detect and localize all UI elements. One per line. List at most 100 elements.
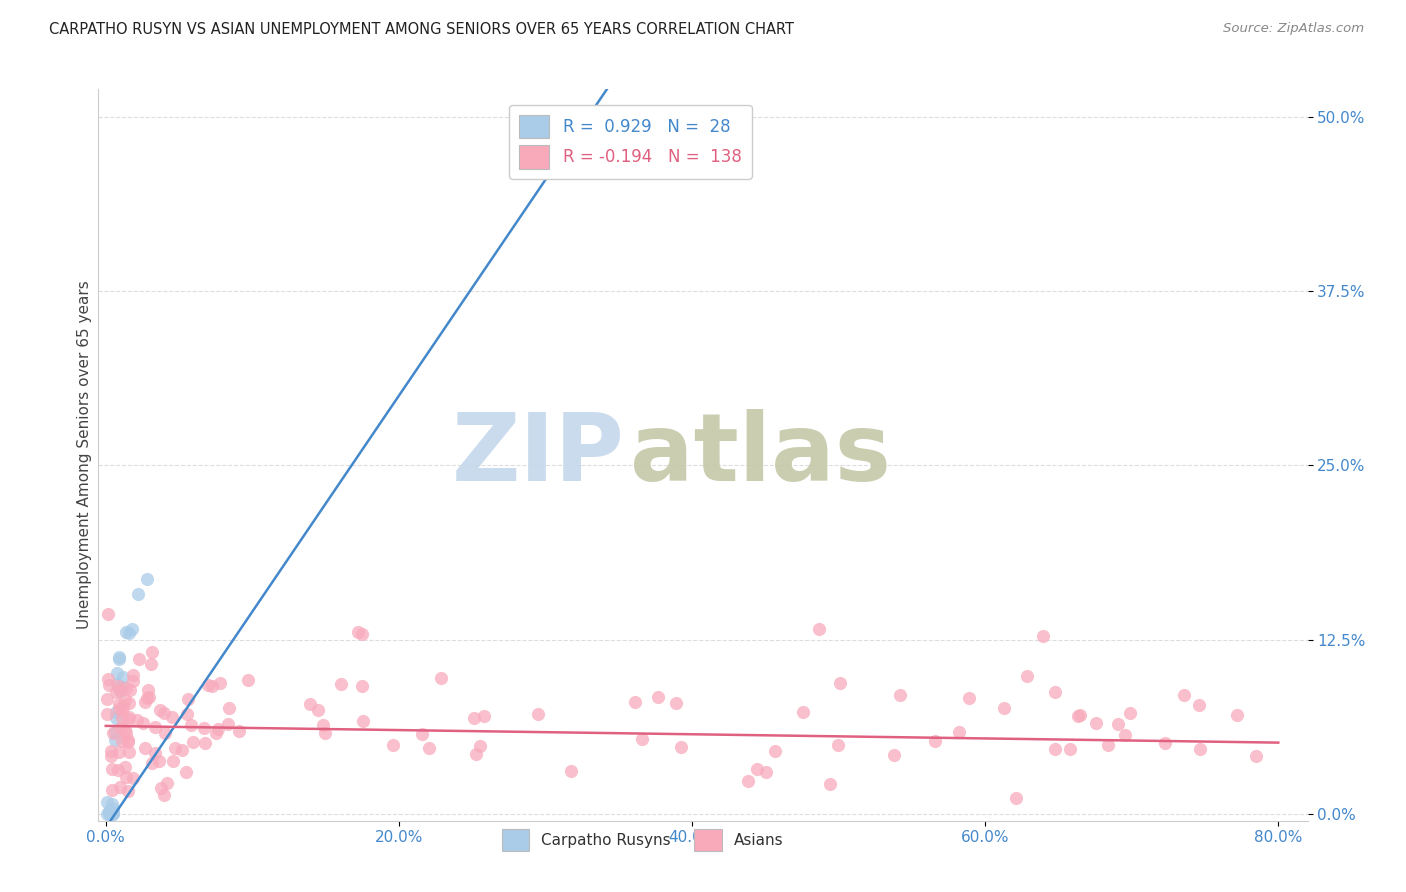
Point bbox=[122, 771, 145, 785]
Point bbox=[465, 747, 488, 761]
Point bbox=[105, 706, 128, 720]
Point bbox=[101, 803, 124, 817]
Point bbox=[647, 690, 669, 704]
Point bbox=[808, 623, 831, 637]
Point bbox=[100, 744, 122, 758]
Point bbox=[176, 706, 198, 721]
Point bbox=[117, 735, 139, 749]
Point bbox=[98, 805, 121, 820]
Point bbox=[792, 706, 814, 720]
Point bbox=[114, 723, 136, 738]
Point bbox=[136, 682, 159, 697]
Point bbox=[134, 694, 156, 708]
Point bbox=[737, 774, 759, 789]
Point bbox=[134, 741, 156, 756]
Point bbox=[236, 673, 259, 688]
Point bbox=[194, 735, 217, 749]
Point bbox=[197, 678, 219, 692]
Point bbox=[624, 695, 647, 709]
Y-axis label: Unemployment Among Seniors over 65 years: Unemployment Among Seniors over 65 years bbox=[77, 281, 91, 629]
Point bbox=[201, 679, 224, 693]
Point bbox=[827, 738, 849, 752]
Point bbox=[107, 677, 129, 691]
Point bbox=[108, 697, 131, 711]
Point bbox=[115, 681, 138, 695]
Point bbox=[1097, 738, 1119, 752]
Point bbox=[1114, 729, 1136, 743]
Point bbox=[1032, 629, 1054, 643]
Point bbox=[96, 806, 118, 821]
Point bbox=[107, 679, 129, 693]
Point bbox=[100, 748, 122, 763]
Point bbox=[115, 625, 138, 640]
Point bbox=[1059, 742, 1081, 756]
Point bbox=[818, 777, 841, 791]
Point bbox=[115, 770, 138, 784]
Text: atlas: atlas bbox=[630, 409, 891, 501]
Point bbox=[1244, 748, 1267, 763]
Point bbox=[141, 645, 163, 659]
Point bbox=[101, 806, 124, 821]
Point bbox=[156, 775, 179, 789]
Point bbox=[153, 789, 176, 803]
Text: CARPATHO RUSYN VS ASIAN UNEMPLOYMENT AMONG SENIORS OVER 65 YEARS CORRELATION CHA: CARPATHO RUSYN VS ASIAN UNEMPLOYMENT AMO… bbox=[49, 22, 794, 37]
Point bbox=[141, 756, 163, 770]
Point bbox=[1066, 709, 1088, 723]
Point bbox=[418, 740, 440, 755]
Point bbox=[96, 691, 118, 706]
Point bbox=[121, 668, 143, 682]
Point bbox=[114, 693, 136, 707]
Point bbox=[108, 682, 131, 697]
Point bbox=[127, 586, 149, 600]
Point bbox=[100, 797, 122, 811]
Point bbox=[117, 712, 139, 726]
Point bbox=[1119, 706, 1142, 720]
Point bbox=[1045, 685, 1067, 699]
Point bbox=[174, 764, 197, 779]
Point bbox=[118, 625, 141, 640]
Point bbox=[883, 747, 905, 762]
Point bbox=[111, 711, 134, 725]
Point bbox=[96, 795, 118, 809]
Point bbox=[314, 725, 336, 739]
Point bbox=[162, 755, 184, 769]
Point bbox=[110, 683, 132, 698]
Point bbox=[671, 739, 693, 754]
Point bbox=[103, 725, 125, 739]
Point bbox=[763, 744, 786, 758]
Point bbox=[108, 780, 131, 794]
Point bbox=[181, 735, 204, 749]
Point bbox=[149, 781, 172, 796]
Point bbox=[115, 726, 138, 740]
Point bbox=[98, 806, 121, 821]
Point bbox=[411, 727, 433, 741]
Point bbox=[631, 731, 654, 746]
Point bbox=[957, 691, 980, 706]
Point bbox=[889, 688, 911, 702]
Point bbox=[139, 657, 162, 671]
Point bbox=[430, 671, 453, 685]
Point bbox=[352, 626, 374, 640]
Point bbox=[117, 733, 139, 747]
Point bbox=[118, 696, 141, 710]
Point bbox=[218, 701, 240, 715]
Point bbox=[101, 725, 124, 739]
Point bbox=[204, 725, 226, 739]
Point bbox=[1084, 716, 1107, 731]
Point bbox=[307, 702, 329, 716]
Point bbox=[1017, 668, 1039, 682]
Point bbox=[100, 782, 122, 797]
Point bbox=[172, 743, 194, 757]
Point bbox=[111, 734, 134, 748]
Point bbox=[108, 651, 131, 665]
Point bbox=[114, 760, 136, 774]
Point bbox=[352, 714, 374, 728]
Point bbox=[98, 678, 121, 692]
Point bbox=[128, 652, 150, 666]
Point bbox=[1188, 698, 1211, 712]
Point bbox=[474, 709, 496, 723]
Point bbox=[179, 718, 201, 732]
Point bbox=[163, 741, 186, 756]
Point bbox=[108, 745, 131, 759]
Point bbox=[97, 804, 120, 818]
